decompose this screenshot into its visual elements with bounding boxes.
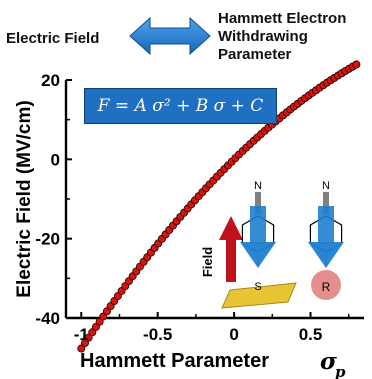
electric-field-header-label: Electric Field — [6, 30, 100, 47]
y-tick-label: 20 — [41, 71, 60, 90]
double-headed-arrow-icon — [129, 16, 211, 56]
dipole-arrow-shaft — [250, 206, 266, 244]
data-point — [352, 60, 361, 69]
data-point — [80, 339, 89, 348]
dipole-arrow-icon — [308, 242, 344, 268]
x-tick-label: -0.5 — [143, 325, 172, 344]
y-tick-label: 0 — [51, 150, 60, 169]
y-tick-label: -40 — [35, 309, 60, 328]
r-group-circle — [311, 270, 341, 300]
gold-surface — [221, 282, 297, 309]
nitrile-atom-label: N — [254, 180, 262, 192]
fit-formula-box: F = A σ² + B σ + C — [84, 88, 277, 124]
field-arrow-icon — [219, 216, 243, 240]
x-axis-subscript: p — [335, 363, 346, 379]
dipole-arrow-shaft — [318, 206, 334, 244]
x-tick-label: 0 — [229, 325, 238, 344]
x-axis-label: Hammett Parameter — [80, 350, 269, 372]
y-axis-label: Electric Field (MV/cm) — [14, 100, 35, 297]
r-group-label: R — [322, 280, 331, 294]
data-point — [77, 344, 86, 353]
x-axis-symbol: σ — [320, 348, 337, 375]
sulfur-atom-label: S — [254, 281, 261, 293]
x-tick-label: 0.5 — [299, 325, 323, 344]
x-tick-label: -1 — [74, 325, 89, 344]
right-molecule: N — [308, 180, 344, 268]
field-arrow-shaft — [226, 238, 236, 282]
field-label: Field — [200, 247, 215, 277]
nitrile-atom-label: N — [322, 180, 330, 192]
data-point — [84, 333, 93, 342]
hammett-parameter-header-label: Hammett Electron Withdrawing Parameter — [218, 10, 347, 63]
dipole-arrow-icon — [240, 242, 276, 268]
y-tick-label: -20 — [35, 230, 60, 249]
left-molecule: N — [240, 180, 276, 268]
